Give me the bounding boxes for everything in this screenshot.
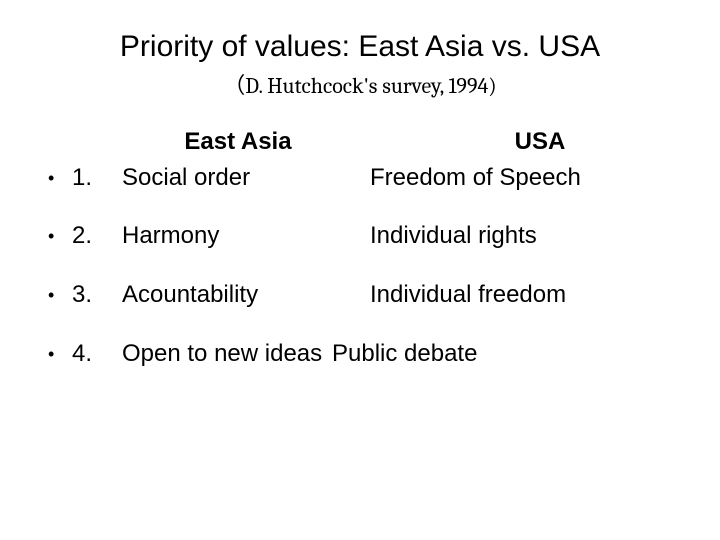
list-row: • 4. Open to new ideas Public debate <box>48 340 672 369</box>
title-block: Priority of values: East Asia vs. USA （D… <box>48 28 672 100</box>
bullet-icon: • <box>48 281 72 307</box>
bullet-icon: • <box>48 222 72 248</box>
row-number: 1. <box>72 164 122 193</box>
bullet-icon: • <box>48 340 72 366</box>
column-headers: East Asia USA <box>48 128 672 156</box>
header-left: East Asia <box>48 128 408 156</box>
list-row: • 1. Social order Freedom of Speech <box>48 164 672 193</box>
row-number: 4. <box>72 340 122 369</box>
usa-value: Individual rights <box>370 222 672 251</box>
usa-value: Public debate <box>332 340 672 369</box>
usa-value: Individual freedom <box>370 281 672 310</box>
east-asia-value: Acountability <box>122 281 370 310</box>
row-number: 3. <box>72 281 122 310</box>
usa-value: Freedom of Speech <box>370 164 672 193</box>
east-asia-value: Open to new ideas <box>122 340 332 369</box>
bullet-icon: • <box>48 164 72 190</box>
title-sub: （D. Hutchcock's survey, 1994) <box>48 68 672 100</box>
row-number: 2. <box>72 222 122 251</box>
slide: Priority of values: East Asia vs. USA （D… <box>0 0 720 540</box>
list-row: • 2. Harmony Individual rights <box>48 222 672 251</box>
east-asia-value: Social order <box>122 164 370 193</box>
east-asia-value: Harmony <box>122 222 370 251</box>
header-right: USA <box>408 128 672 156</box>
title-main: Priority of values: East Asia vs. USA <box>48 28 672 66</box>
list-row: • 3. Acountability Individual freedom <box>48 281 672 310</box>
